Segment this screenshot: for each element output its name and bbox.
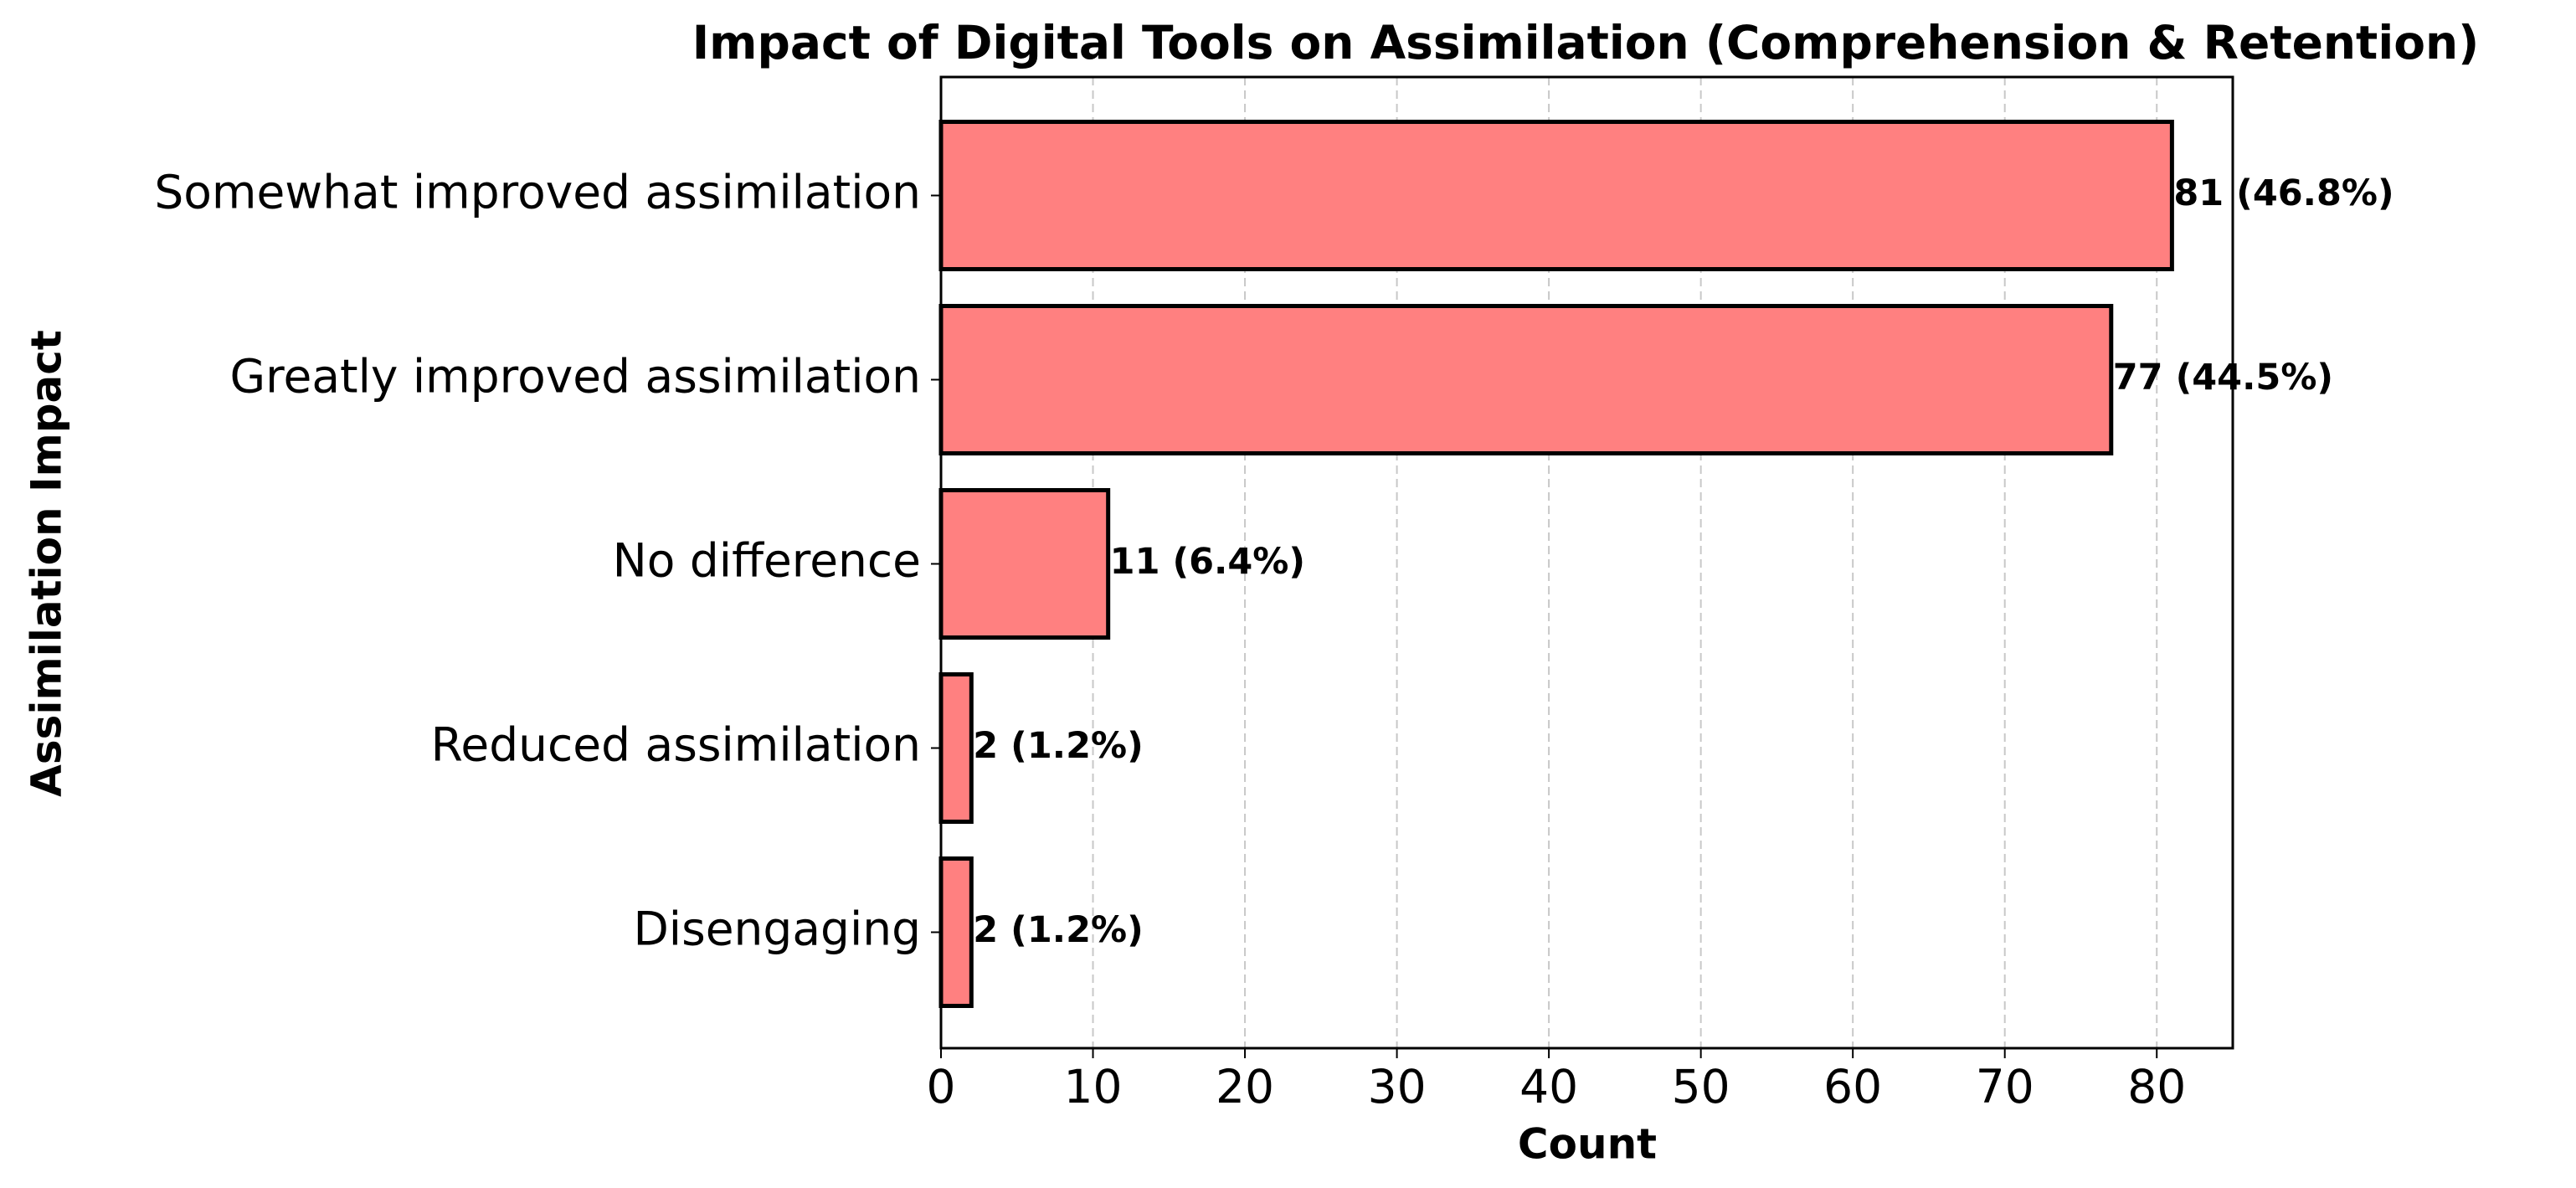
y-tick-label: No difference <box>613 534 921 588</box>
x-tick-label: 60 <box>1823 1060 1882 1113</box>
value-label: 2 (1.2%) <box>973 909 1143 951</box>
value-label: 2 (1.2%) <box>973 725 1143 767</box>
x-tick-label: 20 <box>1216 1060 1274 1113</box>
x-tick-label: 30 <box>1368 1060 1427 1113</box>
value-label: 11 (6.4%) <box>1110 541 1305 583</box>
y-tick-label: Greatly improved assimilation <box>229 350 921 404</box>
bar <box>938 120 2174 271</box>
bar <box>938 672 974 824</box>
x-tick-label: 10 <box>1064 1060 1123 1113</box>
x-tick-label: 0 <box>927 1060 956 1113</box>
x-tick-label: 50 <box>1672 1060 1730 1113</box>
x-tick-label: 40 <box>1519 1060 1578 1113</box>
bar <box>938 856 974 1008</box>
y-axis-label: Assimilation Impact <box>23 330 71 797</box>
chart-title: Impact of Digital Tools on Assimilation … <box>692 16 2480 69</box>
value-label: 77 (44.5%) <box>2113 357 2333 399</box>
y-tick-label: Somewhat improved assimilation <box>154 166 921 219</box>
y-tick-label: Reduced assimilation <box>431 718 921 772</box>
x-tick-label: 80 <box>2127 1060 2186 1113</box>
y-tick-label: Disengaging <box>633 903 921 956</box>
x-axis-label: Count <box>1518 1120 1657 1169</box>
bar <box>938 304 2114 455</box>
plot-frame <box>939 75 2234 1050</box>
x-tick-label: 70 <box>1976 1060 2034 1113</box>
value-label: 81 (46.8%) <box>2173 172 2393 214</box>
bar <box>938 488 1111 640</box>
